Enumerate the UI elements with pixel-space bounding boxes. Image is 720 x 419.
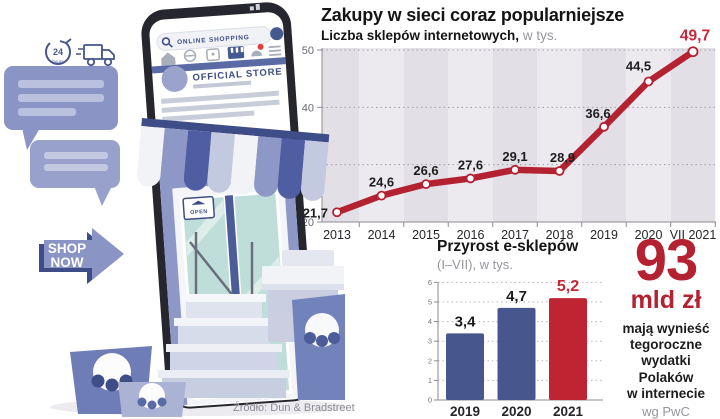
svg-text:21,7: 21,7 <box>303 205 328 220</box>
svg-text:2017: 2017 <box>501 228 529 242</box>
shop-now-text: SHOP <box>48 241 86 256</box>
open-sign: OPEN <box>182 195 215 221</box>
notification-bell-icon <box>251 43 264 57</box>
chart-subtitle-bold: Liczba sklepów internetowych, <box>321 28 520 43</box>
profile-icon <box>270 27 284 41</box>
chart-title: Zakupy w sieci coraz popularniejsze <box>321 5 625 25</box>
phone-illustration: ONLINE SHOPPING <box>141 2 316 409</box>
svg-text:50: 50 <box>302 45 314 57</box>
railing <box>189 232 263 333</box>
big-number-attribution: wg PwC <box>642 404 690 419</box>
menu-icon <box>268 45 282 57</box>
bar-chart: 0 1 2 3 4 5 6 3,4 2019 4,7 2020 5,2 2021 <box>428 278 603 419</box>
store-name: OFFICIAL STORE <box>192 66 283 83</box>
svg-text:0: 0 <box>428 396 432 405</box>
svg-text:4: 4 <box>428 317 432 326</box>
speech-bubble <box>30 140 120 206</box>
svg-text:49,7: 49,7 <box>680 28 710 45</box>
chart-subtitle: Liczba sklepów internetowych, w tys. <box>321 28 557 43</box>
placeholder-line <box>193 80 252 89</box>
svg-text:2019: 2019 <box>590 228 618 242</box>
svg-text:2020: 2020 <box>635 228 663 242</box>
svg-text:26,6: 26,6 <box>413 163 438 178</box>
placeholder-line <box>162 110 255 122</box>
package-icon <box>206 48 221 62</box>
svg-text:2020: 2020 <box>501 404 531 419</box>
svg-text:2: 2 <box>428 356 432 365</box>
chart-subtitle-unit: w tys. <box>522 28 558 43</box>
bar-chart-title: Przyrost e-sklepów <box>437 238 579 255</box>
big-number-block: 93 mld zł mają wynieść tegoroczne wydatk… <box>612 228 720 419</box>
bar-chart-subtitle: (I–VII), w tys. <box>437 257 513 272</box>
store-door: OPEN <box>157 134 310 406</box>
svg-text:2013: 2013 <box>323 228 351 242</box>
svg-text:2016: 2016 <box>457 228 485 242</box>
svg-text:27,6: 27,6 <box>458 157 483 172</box>
svg-text:2021: 2021 <box>553 404 584 419</box>
notification-dot <box>257 43 264 50</box>
description-line: mają wynieść <box>622 321 710 337</box>
avatar <box>161 65 188 92</box>
svg-text:VII 2021: VII 2021 <box>670 228 717 242</box>
globe-icon <box>183 49 197 63</box>
home-icon <box>161 52 176 66</box>
svg-text:2019: 2019 <box>450 404 480 419</box>
svg-text:24,6: 24,6 <box>369 175 394 190</box>
shop-now-arrow: SHOP NOW <box>39 228 124 284</box>
svg-text:36,6: 36,6 <box>585 106 610 121</box>
svg-text:30: 30 <box>302 160 314 172</box>
hours-value: 24 <box>53 47 63 57</box>
svg-text:28,9: 28,9 <box>550 150 575 165</box>
svg-text:40: 40 <box>302 102 314 114</box>
speech-bubble <box>4 66 118 150</box>
svg-text:5,2: 5,2 <box>557 278 579 295</box>
shopping-bag <box>70 346 152 414</box>
big-number-description: mają wynieść tegoroczne wydatki Polaków … <box>612 321 720 402</box>
store-steps <box>158 232 290 398</box>
search-text: ONLINE SHOPPING <box>177 34 250 46</box>
svg-text:6: 6 <box>428 278 432 287</box>
svg-text:1: 1 <box>428 376 432 385</box>
svg-text:29,1: 29,1 <box>502 149 527 164</box>
source-note: Źródło: Dun & Bradstreet <box>233 402 355 414</box>
shopping-bag <box>118 382 186 417</box>
svg-text:44,5: 44,5 <box>626 59 651 74</box>
shopping-bag <box>292 294 345 400</box>
online-shopping-illustration: 24 hours ONLINE SHOPPING <box>4 2 345 417</box>
search-icon <box>161 37 173 48</box>
hours-label: hours <box>52 59 64 64</box>
svg-text:2015: 2015 <box>412 228 440 242</box>
placeholder-line <box>161 99 280 113</box>
placeholder-line <box>160 90 280 104</box>
bar-chart-header: Przyrost e-sklepów (I–VII), w tys. <box>437 238 578 272</box>
signal-icon <box>255 3 261 11</box>
open-sign-text: OPEN <box>190 209 208 216</box>
24-hours-icon: 24 hours <box>45 38 72 65</box>
signal-icon <box>249 6 255 11</box>
delivery-truck-icon <box>76 44 115 67</box>
svg-text:2014: 2014 <box>368 228 396 242</box>
store-icon <box>227 46 245 60</box>
search-bar: ONLINE SHOPPING <box>156 26 272 51</box>
svg-text:2018: 2018 <box>546 228 574 242</box>
svg-text:5: 5 <box>428 298 432 307</box>
svg-text:4,7: 4,7 <box>506 288 527 305</box>
svg-text:3: 3 <box>428 337 432 346</box>
big-number-unit: mld zł <box>630 286 702 315</box>
svg-text:3,4: 3,4 <box>455 313 477 330</box>
gift-boxes <box>262 250 344 342</box>
shop-now-text: NOW <box>51 255 84 270</box>
big-number-value: 93 <box>634 228 699 293</box>
banner-bar <box>151 57 286 74</box>
description-line: w internecie <box>626 385 706 401</box>
door-handle <box>243 296 248 301</box>
description-line: tegoroczne <box>629 337 702 353</box>
description-line: wydatki Polaków <box>638 353 694 385</box>
